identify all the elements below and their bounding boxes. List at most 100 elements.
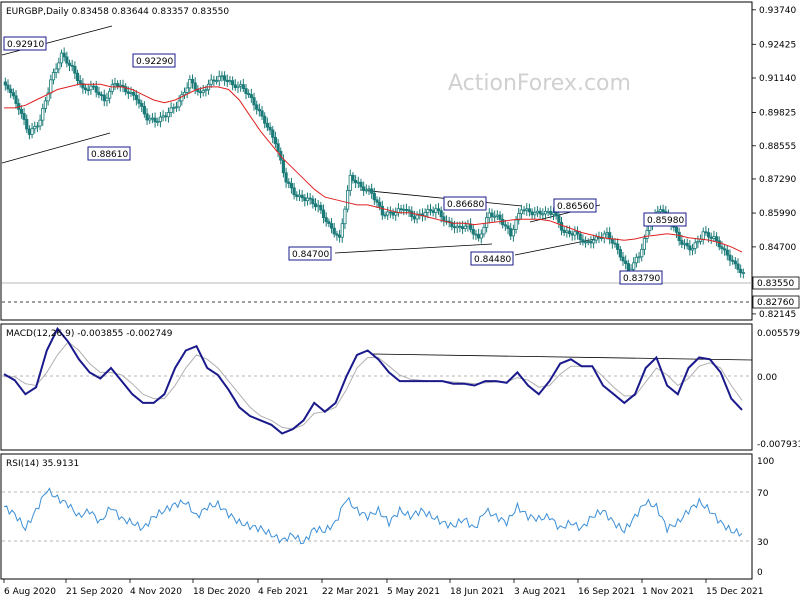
candle-body xyxy=(132,91,136,96)
triangle-lower-line xyxy=(334,243,493,254)
candle-body xyxy=(423,212,427,217)
candle-body xyxy=(49,79,53,94)
candle-body xyxy=(637,256,641,259)
candle-body xyxy=(359,181,363,188)
candle-body xyxy=(67,62,72,66)
candle-body xyxy=(228,80,232,83)
candle-body xyxy=(543,210,548,215)
candle-body xyxy=(621,256,625,262)
candle-body xyxy=(388,211,392,214)
price-tick-label: 0.93740 xyxy=(759,6,796,16)
candle-body xyxy=(487,212,491,219)
candle-body xyxy=(148,117,152,121)
candle-body xyxy=(91,85,96,88)
price-axis: 0.93740 0.92425 0.91140 0.89825 0.88555 0.872… xyxy=(752,6,796,320)
candle-body xyxy=(225,79,229,83)
candle-body xyxy=(316,204,320,208)
candle-body xyxy=(642,237,647,250)
candle-body xyxy=(271,129,275,138)
candle-body xyxy=(616,243,620,250)
candle-body xyxy=(340,223,344,238)
candle-body xyxy=(458,225,462,228)
price-annotations: 0.92910 0.92290 0.88610 0.84700 0.86680 … xyxy=(3,36,687,285)
date-tick-label: 21 Sep 2020 xyxy=(66,587,123,597)
candle-body xyxy=(434,208,438,213)
candle-body xyxy=(723,248,727,251)
candle-body xyxy=(59,52,64,64)
candle-body xyxy=(618,249,622,258)
price-tick-label: 0.84700 xyxy=(759,243,796,253)
candle-body xyxy=(193,82,197,90)
candle-body xyxy=(386,211,390,216)
candle-body xyxy=(573,231,577,236)
candle-body xyxy=(121,84,125,88)
candle-body xyxy=(589,241,593,244)
date-tick-label: 22 Mar 2021 xyxy=(322,587,379,597)
candle-body xyxy=(551,212,556,215)
candle-body xyxy=(407,209,411,212)
candle-body xyxy=(428,209,433,212)
candle-body xyxy=(605,232,609,235)
candle-body xyxy=(503,224,507,227)
candle-body xyxy=(73,65,77,74)
candle-body xyxy=(345,190,350,210)
candle-body xyxy=(204,89,208,92)
candle-body xyxy=(436,208,441,212)
candle-body xyxy=(239,84,243,87)
candle-body xyxy=(725,249,729,256)
rsi-tick-100: 100 xyxy=(757,457,774,467)
candle-body xyxy=(739,268,743,274)
candle-body xyxy=(594,236,598,241)
candle-body xyxy=(626,263,630,273)
candle-body xyxy=(137,99,141,104)
candle-body xyxy=(303,197,307,202)
candle-body xyxy=(166,112,171,118)
candle-body xyxy=(257,108,261,112)
candle-body xyxy=(608,232,612,240)
candle-body xyxy=(351,174,355,181)
candle-body xyxy=(110,84,114,92)
macd-panel xyxy=(0,323,753,451)
candle-body xyxy=(696,240,700,244)
candle-body xyxy=(474,233,478,236)
date-tick-label: 18 Jun 2021 xyxy=(450,587,504,597)
candle-body xyxy=(479,233,483,239)
candle-body xyxy=(714,236,719,242)
candle-body xyxy=(185,87,189,93)
candle-body xyxy=(273,136,278,145)
candle-body xyxy=(661,209,665,213)
candle-body xyxy=(75,72,80,82)
candle-body xyxy=(292,187,296,196)
candle-body xyxy=(321,209,326,219)
candle-body xyxy=(477,234,481,239)
candle-body xyxy=(375,199,379,203)
candle-body xyxy=(145,113,149,121)
rsi-line xyxy=(3,487,743,545)
candle-body xyxy=(287,181,291,184)
candle-body xyxy=(517,213,521,221)
candle-body xyxy=(380,205,384,216)
candle-body xyxy=(214,80,219,83)
candle-body xyxy=(324,217,328,223)
macd-signal-line xyxy=(4,341,743,430)
candle-body xyxy=(62,52,66,58)
candle-body xyxy=(717,240,721,248)
candle-body xyxy=(541,213,545,216)
candle-body xyxy=(99,94,104,97)
macd-tick-0: 0.005579 xyxy=(757,329,800,339)
annotation-box-7 xyxy=(643,212,687,227)
candle-body xyxy=(156,121,160,123)
candle-body xyxy=(439,210,443,218)
price-tick-label: 0.91140 xyxy=(759,74,796,84)
annotation-2: 0.88610 xyxy=(91,150,128,160)
candle-body xyxy=(364,189,368,192)
candle-body xyxy=(78,80,82,84)
annotation-3: 0.84700 xyxy=(292,250,329,260)
candle-body xyxy=(190,78,195,84)
candle-body xyxy=(11,92,15,97)
candle-body xyxy=(313,203,318,208)
candle-body xyxy=(182,92,187,96)
macd-line xyxy=(3,326,743,435)
candle-body xyxy=(415,214,419,220)
